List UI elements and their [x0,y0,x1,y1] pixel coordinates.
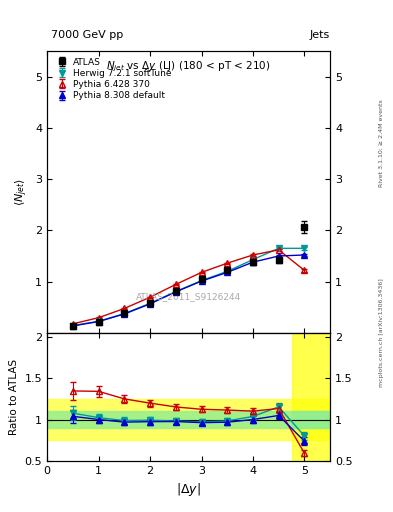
Text: mcplots.cern.ch [arXiv:1306.3436]: mcplots.cern.ch [arXiv:1306.3436] [379,279,384,387]
Y-axis label: Ratio to ATLAS: Ratio to ATLAS [9,359,19,435]
Text: 7000 GeV pp: 7000 GeV pp [51,30,123,40]
Text: ATLAS_2011_S9126244: ATLAS_2011_S9126244 [136,292,241,301]
Text: $N_{jet}$ vs $\Delta y$ (LJ) (180 < pT < 210): $N_{jet}$ vs $\Delta y$ (LJ) (180 < pT <… [107,60,271,74]
X-axis label: |$\Delta y$|: |$\Delta y$| [176,481,201,498]
Bar [292,333,330,461]
Text: Jets: Jets [310,30,330,40]
Bar [47,399,330,440]
Y-axis label: $\langle N_{jet}\rangle$: $\langle N_{jet}\rangle$ [13,178,29,206]
Bar [292,411,330,428]
Text: Rivet 3.1.10; ≥ 2.4M events: Rivet 3.1.10; ≥ 2.4M events [379,99,384,187]
Bar [47,411,330,428]
Legend: ATLAS, Herwig 7.2.1 softTune, Pythia 6.428 370, Pythia 8.308 default: ATLAS, Herwig 7.2.1 softTune, Pythia 6.4… [51,56,174,102]
